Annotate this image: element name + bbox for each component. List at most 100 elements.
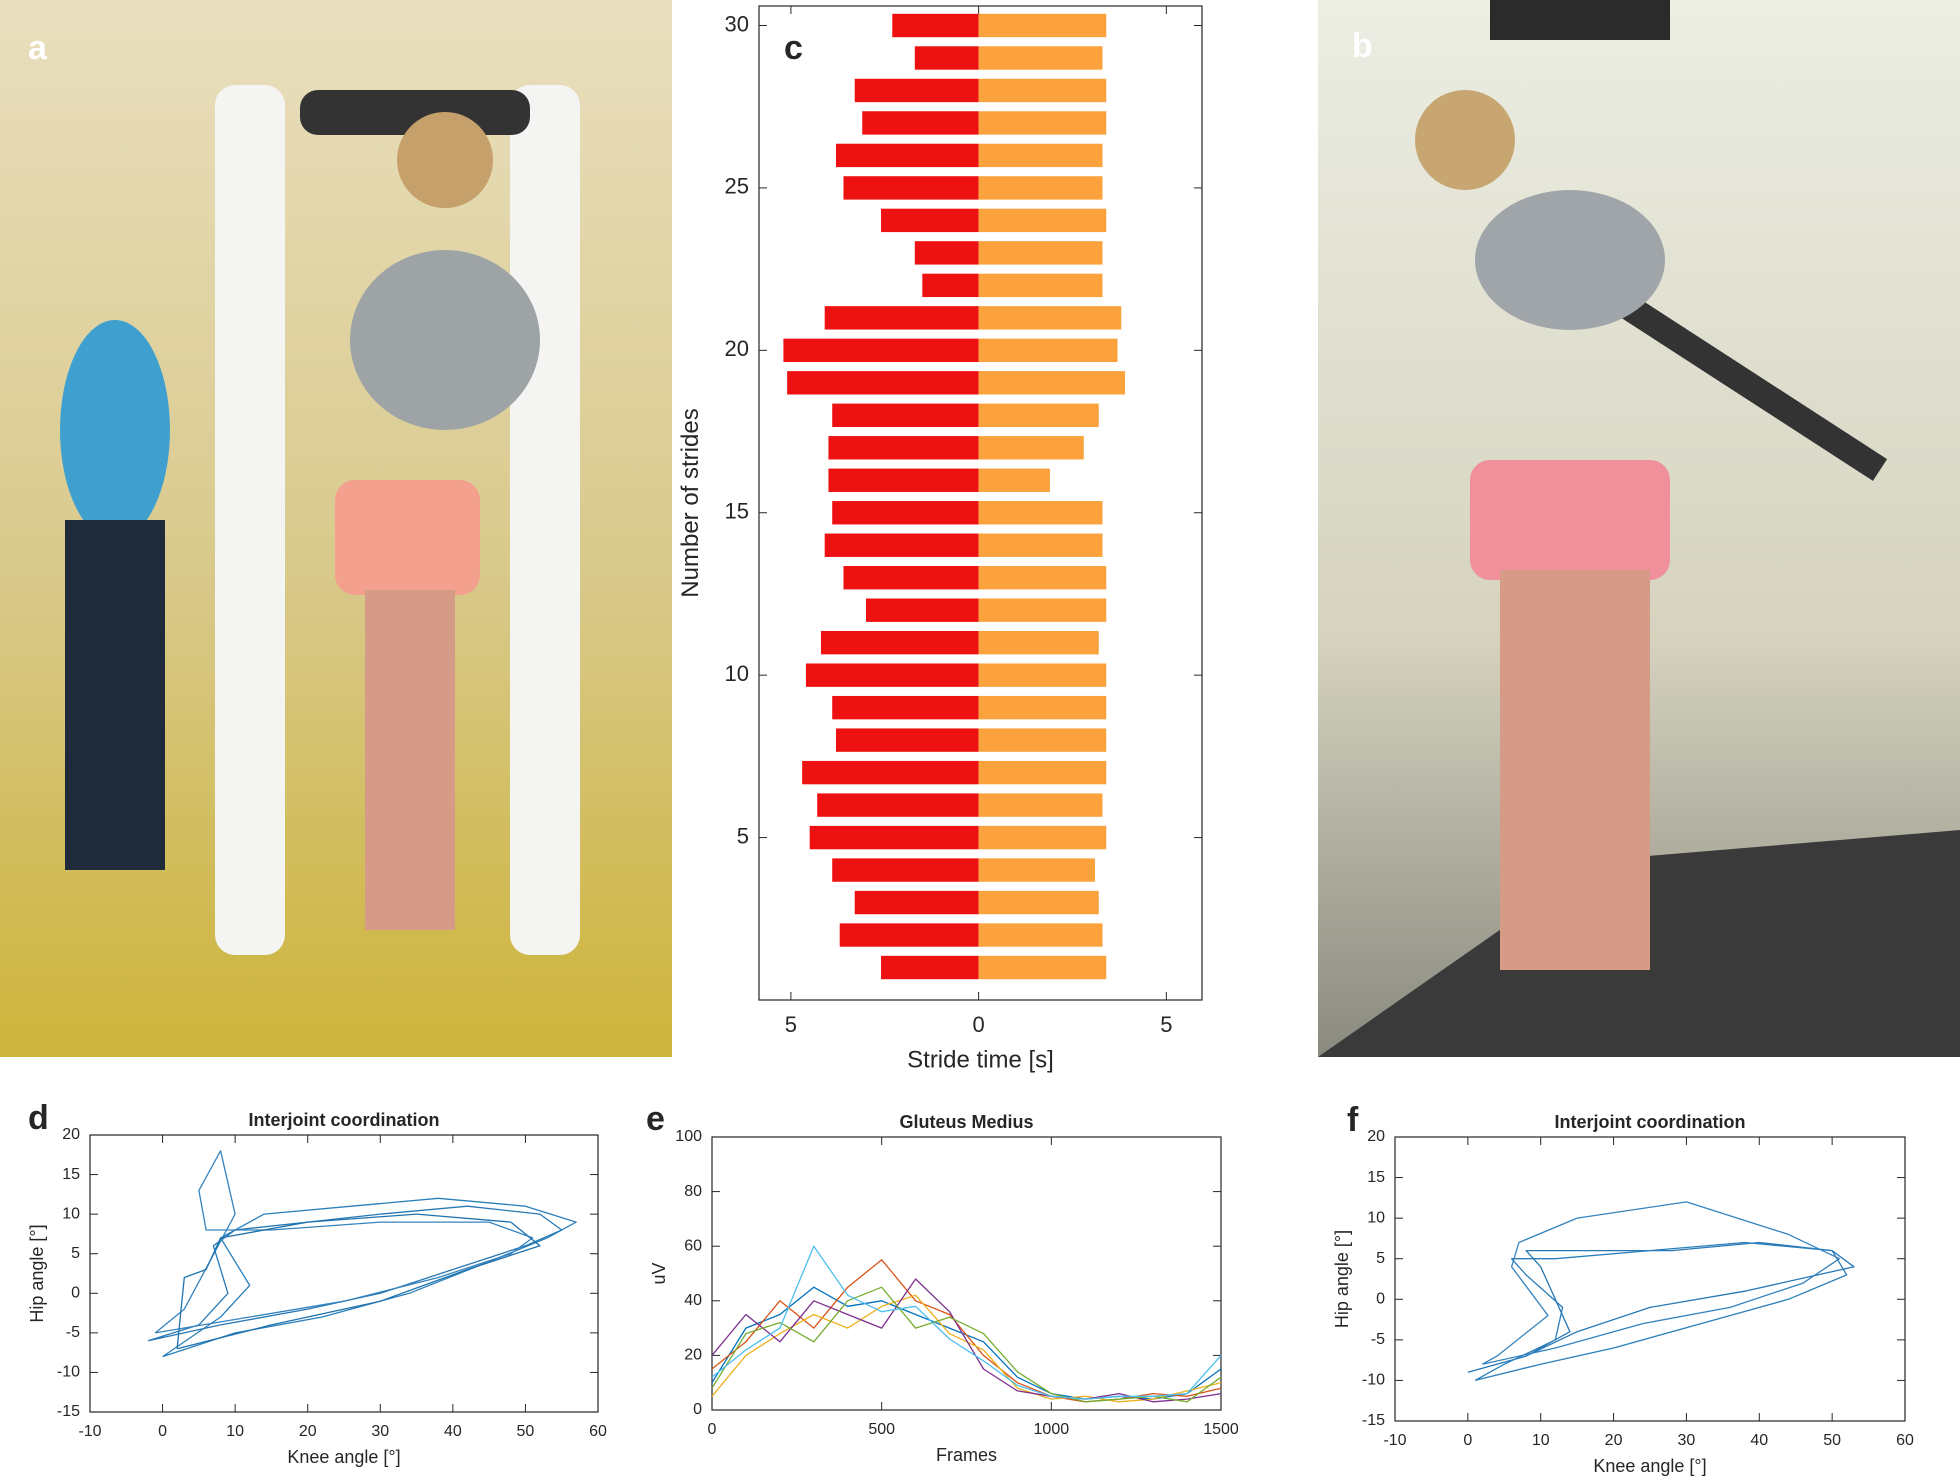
bar bbox=[978, 13, 1107, 38]
bar bbox=[828, 436, 979, 460]
x-tick-label: 0 bbox=[708, 1421, 717, 1438]
x-tick-label: -10 bbox=[78, 1423, 101, 1440]
bar bbox=[914, 241, 979, 265]
y-axis-label: Number of strides bbox=[677, 408, 704, 597]
x-tick-label: 1000 bbox=[1034, 1421, 1070, 1438]
x-tick-label: 20 bbox=[1605, 1432, 1623, 1449]
x-axis-label: Knee angle [°] bbox=[287, 1447, 400, 1467]
line bbox=[162, 1197, 577, 1358]
bar bbox=[978, 858, 1096, 882]
bar bbox=[978, 825, 1107, 850]
y-tick-label: 0 bbox=[693, 1401, 702, 1418]
y-tick-label: 40 bbox=[684, 1292, 702, 1309]
y-tick-label: 0 bbox=[1376, 1291, 1385, 1308]
bar bbox=[978, 728, 1107, 752]
panel-label: e bbox=[646, 1100, 665, 1138]
y-tick-label: -5 bbox=[66, 1324, 80, 1341]
y-tick-label: 30 bbox=[725, 11, 749, 36]
bar bbox=[843, 566, 979, 590]
y-tick-label: 20 bbox=[1367, 1128, 1385, 1145]
chart-panel: f -10 0 10 20 30 40 50 60 -15 -10 -5 0 5 10 15 20 Knee an… bbox=[1332, 1101, 1914, 1476]
bar bbox=[862, 111, 979, 135]
y-tick-label: 5 bbox=[1376, 1250, 1385, 1267]
bar bbox=[978, 663, 1107, 687]
bar bbox=[865, 598, 979, 622]
bar bbox=[978, 273, 1103, 298]
plot-area bbox=[711, 1136, 1222, 1411]
bar bbox=[854, 890, 979, 915]
y-tick-label: 10 bbox=[62, 1205, 80, 1222]
y-tick-label: 15 bbox=[1367, 1169, 1385, 1186]
bar bbox=[832, 695, 979, 720]
y-tick-label: 15 bbox=[725, 499, 749, 524]
y-tick-label: 25 bbox=[725, 174, 749, 199]
bar bbox=[978, 403, 1099, 427]
bar bbox=[824, 306, 979, 330]
y-axis-label: uV bbox=[649, 1262, 669, 1284]
x-tick-label: 40 bbox=[444, 1423, 462, 1440]
x-tick-label: 50 bbox=[1823, 1432, 1841, 1449]
y-tick-label: 10 bbox=[725, 661, 749, 686]
chart-panel: d -10 0 10 20 30 40 50 60 -15 -10 -5 0 5 10 15 20 Knee an… bbox=[27, 1099, 607, 1467]
panel-label: d bbox=[28, 1099, 49, 1137]
bar bbox=[881, 208, 979, 233]
y-tick-label: 20 bbox=[725, 336, 749, 361]
plot-area bbox=[89, 1134, 599, 1413]
bar bbox=[978, 338, 1118, 363]
bar bbox=[824, 533, 979, 557]
y-tick-label: -5 bbox=[1371, 1331, 1385, 1348]
bar bbox=[828, 468, 979, 492]
y-tick-label: 80 bbox=[684, 1183, 702, 1200]
bar bbox=[978, 306, 1122, 330]
line bbox=[154, 1150, 534, 1334]
chart-panel: e 0 500 1000 1500 0 20 40 60 80 100 Frames uV Gluteus… bbox=[646, 1100, 1239, 1465]
y-tick-label: -15 bbox=[57, 1403, 80, 1420]
bar bbox=[978, 533, 1103, 557]
photo-b bbox=[1318, 0, 1960, 1057]
bar bbox=[835, 728, 979, 752]
bar bbox=[817, 793, 979, 817]
x-tick-label: 0 bbox=[158, 1423, 167, 1440]
x-tick-label: 60 bbox=[589, 1423, 607, 1440]
bar bbox=[978, 241, 1103, 265]
chart-title: Interjoint coordination bbox=[249, 1110, 440, 1130]
bar bbox=[978, 111, 1107, 135]
bar bbox=[978, 630, 1099, 655]
y-tick-label: 0 bbox=[71, 1285, 80, 1302]
bar bbox=[978, 695, 1107, 720]
x-tick-label: 50 bbox=[517, 1423, 535, 1440]
x-tick-label: 20 bbox=[299, 1423, 317, 1440]
photo-a bbox=[0, 0, 672, 1057]
x-tick-label: 30 bbox=[1678, 1432, 1696, 1449]
bar bbox=[809, 825, 979, 850]
y-tick-label: -10 bbox=[57, 1364, 80, 1381]
panel-label: a bbox=[28, 29, 48, 67]
bar bbox=[978, 955, 1107, 980]
bar bbox=[978, 176, 1103, 200]
x-axis-label: Stride time [s] bbox=[907, 1046, 1054, 1073]
x-tick-label: 30 bbox=[371, 1423, 389, 1440]
x-tick-label: 1500 bbox=[1203, 1421, 1239, 1438]
y-tick-label: 5 bbox=[71, 1245, 80, 1262]
line bbox=[176, 1213, 541, 1350]
bar bbox=[978, 208, 1107, 233]
bar bbox=[978, 78, 1107, 103]
x-tick-label: 0 bbox=[1463, 1432, 1472, 1449]
y-tick-label: -15 bbox=[1362, 1412, 1385, 1429]
bar bbox=[914, 46, 979, 70]
bar bbox=[854, 78, 979, 103]
x-tick-label: 500 bbox=[868, 1421, 895, 1438]
x-tick-label: 10 bbox=[1532, 1432, 1550, 1449]
bar bbox=[922, 273, 979, 298]
x-axis-label: Knee angle [°] bbox=[1593, 1456, 1706, 1476]
bar bbox=[978, 371, 1126, 395]
line bbox=[711, 1286, 1222, 1403]
panel-label: b bbox=[1352, 27, 1373, 65]
chart-title: Gluteus Medius bbox=[899, 1112, 1033, 1132]
x-tick-label: 5 bbox=[1160, 1012, 1172, 1037]
line bbox=[1474, 1241, 1848, 1382]
line bbox=[711, 1294, 1222, 1403]
bar bbox=[978, 566, 1107, 590]
